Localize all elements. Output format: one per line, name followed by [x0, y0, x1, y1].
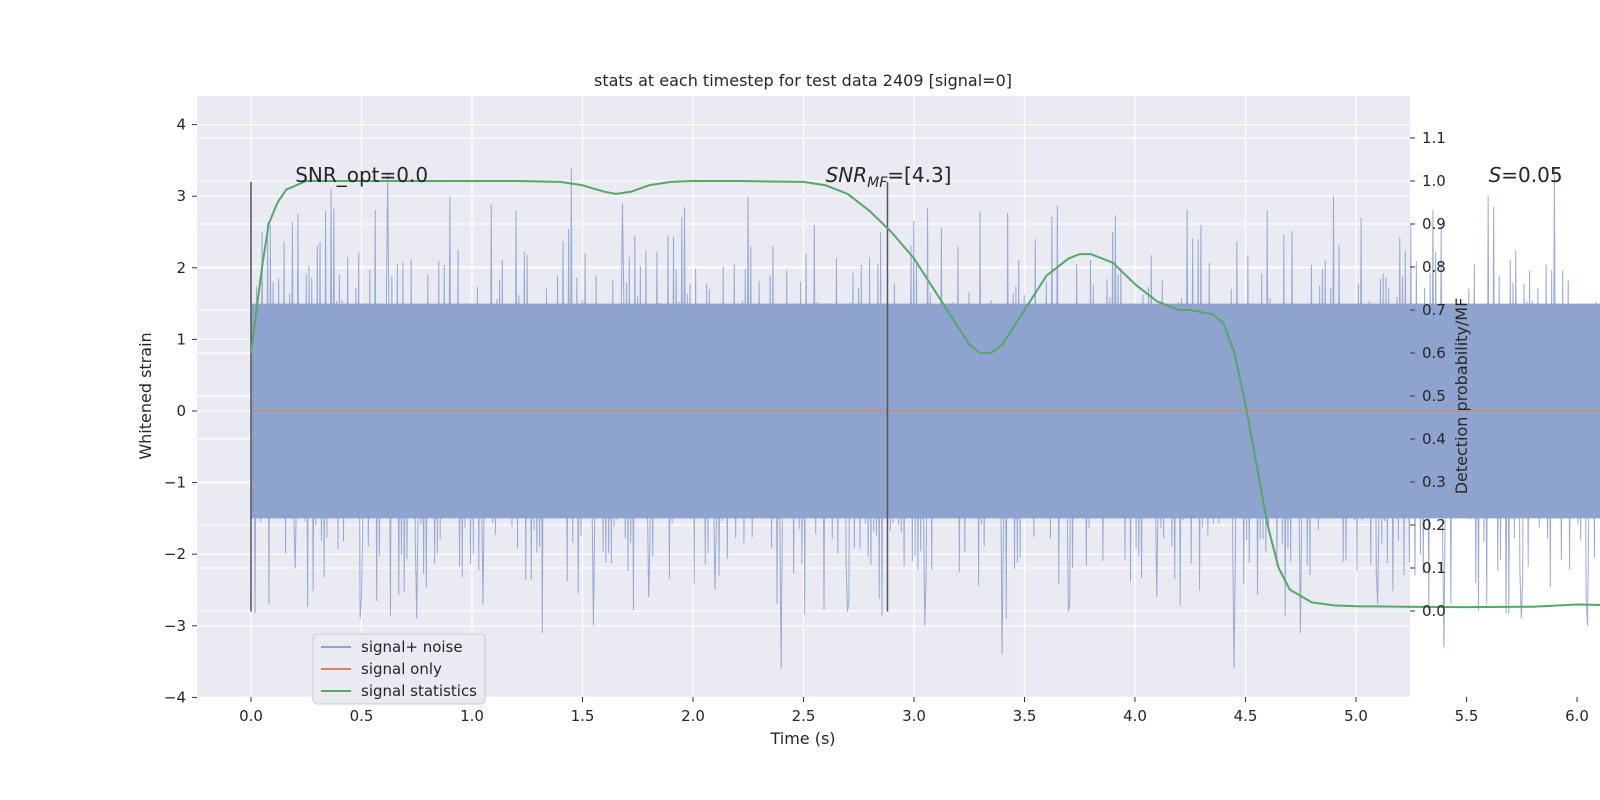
- y2-tick-label: 0.9: [1422, 215, 1446, 233]
- x-tick-label: 6.0: [1565, 707, 1589, 725]
- legend-box: [312, 633, 486, 705]
- signal-statistics-line: [250, 180, 1600, 609]
- annotation-snr-opt: SNR_opt=0.0: [295, 163, 428, 187]
- tick-layer: 0.00.51.01.52.02.53.03.54.04.55.05.56.06…: [164, 116, 1589, 725]
- y-tick-label: −4: [164, 688, 186, 706]
- y2-tick-label: 1.0: [1422, 172, 1446, 190]
- x-tick-label: 0.5: [350, 707, 374, 725]
- annotation-s-stat: S=0.05: [1489, 163, 1563, 187]
- x-tick-label: 1.5: [571, 707, 595, 725]
- x-tick-label: 4.5: [1234, 707, 1258, 725]
- vertical-lines-layer: [250, 181, 889, 612]
- x-tick-label: 2.0: [681, 707, 705, 725]
- legend: signal+ noise signal only signal statist…: [312, 633, 486, 705]
- y2-tick-label: 0.4: [1422, 430, 1446, 448]
- annotation-snr-mf: SNRMF=[4.3]: [826, 163, 952, 191]
- y2-tick-label: 0.3: [1422, 473, 1446, 491]
- x-tick-label: 2.5: [792, 707, 816, 725]
- x-tick-label: 1.0: [460, 707, 484, 725]
- annotation-symbol: S: [1489, 163, 1502, 187]
- x-tick-label: 4.0: [1123, 707, 1147, 725]
- x-tick-label: 3.5: [1013, 707, 1037, 725]
- legend-label-noise: signal+ noise: [361, 638, 463, 656]
- y2-tick-label: 0.1: [1422, 559, 1446, 577]
- x-axis-label: Time (s): [769, 729, 835, 748]
- y-tick-label: −3: [164, 617, 186, 635]
- x-tick-label: 0.0: [239, 707, 263, 725]
- y2-axis-label: Detection probability/MF: [1452, 298, 1471, 495]
- legend-label-signal: signal only: [361, 660, 442, 678]
- legend-label-statistics: signal statistics: [361, 682, 477, 700]
- y-tick-label: 0: [176, 402, 186, 420]
- statistics-layer: [250, 180, 1600, 609]
- y-tick-label: −1: [164, 474, 186, 492]
- y2-tick-label: 0.5: [1422, 387, 1446, 405]
- annotation-subscript: MF: [867, 175, 888, 191]
- annotation-symbol: SNR: [826, 163, 868, 187]
- x-tick-label: 3.0: [902, 707, 926, 725]
- x-tick-label: 5.0: [1344, 707, 1368, 725]
- annotation-value: =[4.3]: [887, 163, 951, 187]
- y2-tick-label: 0.0: [1422, 602, 1446, 620]
- y-tick-label: 1: [176, 330, 186, 348]
- chart-title: stats at each timestep for test data 240…: [594, 71, 1012, 90]
- y2-tick-label: 0.6: [1422, 344, 1446, 362]
- y2-tick-label: 1.1: [1422, 129, 1446, 147]
- x-tick-label: 5.5: [1455, 707, 1479, 725]
- y-tick-label: 3: [176, 187, 186, 205]
- y-axis-label: Whitened strain: [136, 332, 155, 459]
- y-tick-label: 4: [176, 116, 186, 134]
- annotation-value: =0.05: [1501, 163, 1562, 187]
- y-tick-label: 2: [176, 259, 186, 277]
- y2-tick-label: 0.8: [1422, 258, 1446, 276]
- y-tick-label: −2: [164, 545, 186, 563]
- y2-tick-label: 0.7: [1422, 301, 1446, 319]
- y2-tick-label: 0.2: [1422, 516, 1446, 534]
